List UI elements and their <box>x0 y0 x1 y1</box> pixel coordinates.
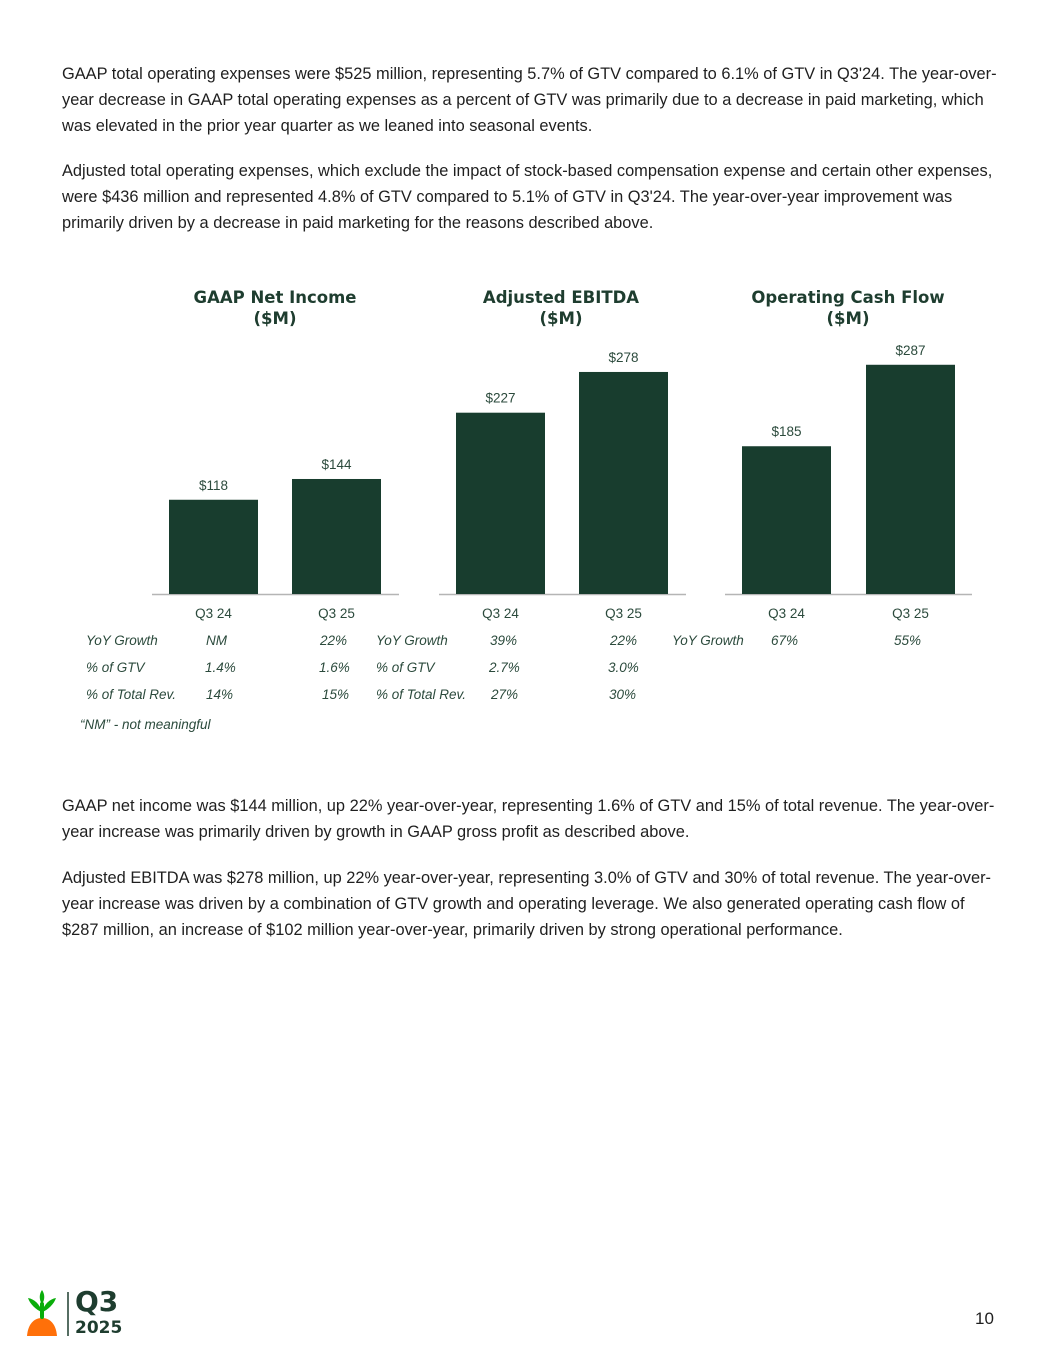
data-label: $185 <box>771 424 801 439</box>
bar <box>456 412 545 594</box>
chart-subtitle-text: ($M) <box>253 309 297 328</box>
metric-value: 39% <box>490 633 518 648</box>
data-label: $227 <box>485 391 515 406</box>
x-tick-label: Q3 25 <box>318 606 355 621</box>
chart-title-text: GAAP Net Income <box>193 288 357 307</box>
bar-charts: $118 Q3 24 $144 Q3 25 $227 Q3 24 $278 Q3 25 $185… <box>152 343 972 621</box>
metric-value: 1.6% <box>319 660 350 675</box>
metric-value: 27% <box>491 687 519 702</box>
bar <box>169 499 258 594</box>
metric-value: 1.4% <box>205 660 236 675</box>
footnote: “NM” - not meaningful <box>80 717 211 732</box>
chart-title-text: Adjusted EBITDA <box>482 288 640 307</box>
paragraph-adjusted-operating-expenses: Adjusted total operating expenses, which… <box>62 162 993 232</box>
data-label: $144 <box>321 457 352 472</box>
metric-value: 3.0% <box>608 660 639 675</box>
metric-value: 67% <box>771 633 799 648</box>
paragraph-operating-expenses: GAAP total operating expenses were $525 … <box>62 65 997 135</box>
bar <box>292 478 381 594</box>
paragraph-adjusted-ebitda: Adjusted EBITDA was $278 million, up 22%… <box>62 869 991 939</box>
paragraph-net-income: GAAP net income was $144 million, up 22%… <box>62 797 995 841</box>
metric-value: 30% <box>609 687 637 702</box>
metric-label-pct-gtv: % of GTV <box>86 660 145 675</box>
metric-label-pct-total-rev: % of Total Rev. <box>376 687 467 702</box>
chart-title-text: Operating Cash Flow <box>751 288 945 307</box>
x-tick-label: Q3 25 <box>892 606 929 621</box>
chart-title-operating-cash-flow: Operating Cash Flow ($M) <box>718 287 978 329</box>
x-tick-label: Q3 25 <box>605 606 642 621</box>
metric-label-pct-total-rev: % of Total Rev. <box>86 687 177 702</box>
page-number: 10 <box>975 1309 994 1328</box>
data-label: $118 <box>199 478 228 493</box>
metric-value: 14% <box>206 687 234 702</box>
bar <box>742 446 831 594</box>
logo-quarter: Q3 <box>75 1285 119 1318</box>
bar <box>579 371 668 594</box>
chart-subtitle-text: ($M) <box>826 309 870 328</box>
bar <box>866 364 955 594</box>
chart-title-adjusted-ebitda: Adjusted EBITDA ($M) <box>431 287 691 329</box>
x-tick-label: Q3 24 <box>195 606 232 621</box>
metric-value: 15% <box>322 687 350 702</box>
x-tick-label: Q3 24 <box>482 606 519 621</box>
chart-title-gaap-net-income: GAAP Net Income ($M) <box>145 287 405 329</box>
logo-year: 2025 <box>75 1318 123 1338</box>
metric-value: 22% <box>610 633 638 648</box>
metric-label-yoy-growth: YoY Growth <box>376 633 448 648</box>
metric-label-yoy-growth: YoY Growth <box>672 633 744 648</box>
metric-value: 2.7% <box>489 660 520 675</box>
data-label: $278 <box>608 350 638 365</box>
metric-label-pct-gtv: % of GTV <box>376 660 435 675</box>
x-tick-label: Q3 24 <box>768 606 805 621</box>
chart-subtitle-text: ($M) <box>539 309 583 328</box>
metric-value: 22% <box>320 633 348 648</box>
carrot-logo-icon <box>27 1290 69 1336</box>
metric-value: 55% <box>894 633 922 648</box>
data-label: $287 <box>895 343 925 358</box>
metric-value: NM <box>206 633 227 648</box>
metric-label-yoy-growth: YoY Growth <box>86 633 158 648</box>
